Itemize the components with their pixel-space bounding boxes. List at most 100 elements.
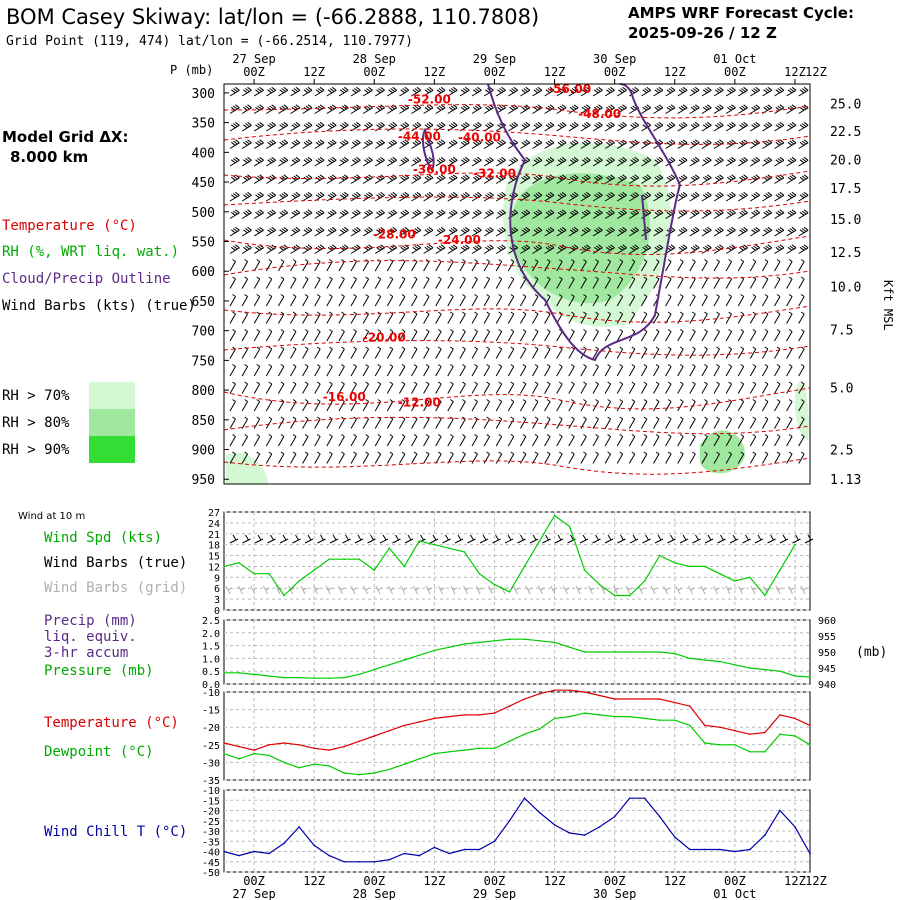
- wind-barb-feather: [678, 121, 688, 129]
- wind-barb: [290, 212, 301, 219]
- wind-barb-feather: [376, 139, 385, 146]
- wind-barb-feather: [450, 399, 454, 402]
- temperature-line-point: [704, 724, 706, 727]
- wind-barb: [544, 331, 551, 342]
- wind-barb: [423, 313, 430, 324]
- wind-barb: [253, 107, 264, 114]
- wind-barb-feather: [557, 209, 567, 216]
- wind-barb-feather: [376, 156, 385, 164]
- wind-barb-feather: [255, 121, 264, 129]
- wind-barb-feather: [498, 329, 502, 332]
- wind-barb-feather: [231, 86, 240, 94]
- wind-barb-feather: [704, 259, 708, 262]
- wind-barb-feather: [751, 104, 760, 111]
- wind-speed-line-point: [689, 565, 691, 568]
- wind-barb-feather: [474, 294, 478, 297]
- wind-barb-feather: [498, 294, 502, 297]
- wind-barb-feather: [728, 329, 732, 332]
- wind-barb-feather: [752, 259, 757, 262]
- wind-barb-feather: [740, 434, 744, 437]
- dewpoint-line-point: [223, 752, 225, 755]
- wind-barb: [399, 177, 410, 184]
- temp-contour-label: -20.00: [363, 330, 406, 344]
- wind-barb: [580, 296, 587, 307]
- wind-barb: [544, 453, 551, 464]
- wind-barb: [556, 436, 563, 447]
- wind-barb: [640, 296, 648, 307]
- wind-barb: [253, 348, 261, 359]
- wind-barb-feather: [268, 416, 273, 420]
- bottom-hour-label: 12Z: [424, 874, 446, 888]
- wind-barb-feather: [460, 244, 470, 251]
- wind-barb-feather: [522, 294, 527, 297]
- wind-speed-line-point: [328, 558, 331, 560]
- wind-barb: [798, 194, 809, 202]
- wind-barb: [628, 453, 636, 464]
- wind-barb: [798, 278, 805, 289]
- wind-barb: [653, 418, 660, 429]
- wind-barb-feather: [679, 434, 684, 437]
- wind-barb: [386, 418, 394, 429]
- wind-barb-feather: [401, 276, 406, 280]
- wind-barb-feather: [654, 191, 664, 199]
- wind-barb-feather: [509, 121, 518, 129]
- wind-barb-feather: [569, 191, 579, 199]
- wind-barb: [653, 278, 660, 289]
- wind-barb-feather: [401, 381, 406, 385]
- wind-barb-feather: [595, 416, 599, 420]
- top-date-label: 27 Sep: [232, 52, 275, 66]
- wind-barb: [508, 124, 518, 132]
- wind-barb-feather: [365, 276, 369, 280]
- wind-barb-feather: [413, 346, 418, 350]
- wind-barb: [326, 212, 337, 219]
- wind-speed-line-point: [298, 580, 300, 582]
- wind-barb-feather: [787, 156, 797, 164]
- wind-barb: [387, 107, 397, 114]
- wind-barb-feather: [716, 346, 720, 350]
- wind-barb: [774, 436, 781, 447]
- wind-barb: [302, 453, 309, 464]
- wind-barb-feather: [569, 156, 579, 164]
- wind-barb: [641, 89, 652, 97]
- wind-barb-feather: [304, 381, 309, 385]
- surface-barb-true: [479, 534, 489, 544]
- wind-barb: [568, 159, 579, 167]
- wind-barb-feather: [364, 226, 373, 234]
- wind-barb: [737, 159, 748, 167]
- wind-barb: [423, 247, 434, 254]
- wind-barb-feather: [365, 329, 369, 332]
- dewpoint-line-point: [553, 717, 556, 720]
- wind-barb-feather: [389, 364, 394, 367]
- wind-barb: [750, 124, 760, 132]
- wind-barb-feather: [751, 174, 760, 181]
- wind-barb: [737, 89, 748, 97]
- wind-barb: [253, 212, 264, 219]
- wind-barb-feather: [267, 156, 276, 164]
- wind-barb: [629, 212, 639, 219]
- wind-barb-feather: [643, 364, 648, 367]
- wind-barb: [338, 296, 345, 307]
- wind-barb: [241, 436, 249, 447]
- wind-barb: [761, 261, 769, 272]
- wind-barb-feather: [607, 416, 611, 420]
- wind-barb-feather: [666, 139, 676, 146]
- wind-barb-feather: [799, 104, 809, 111]
- wind-barb: [423, 436, 430, 447]
- wind-barb: [507, 453, 515, 464]
- wind-barb: [386, 261, 394, 272]
- wind-barb-feather: [775, 156, 785, 164]
- wind-barb-feather: [280, 364, 285, 367]
- wind-barb: [362, 453, 370, 464]
- wind-barb: [507, 296, 515, 307]
- wind-barb-feather: [460, 209, 470, 216]
- wind-barb-feather: [316, 329, 321, 332]
- wind-barb: [519, 331, 527, 342]
- wind-barb-feather: [291, 174, 301, 181]
- wind-chill-line-point: [328, 854, 331, 857]
- wind-barb: [556, 401, 563, 412]
- wind-barb-feather: [329, 364, 333, 367]
- wind-chill-line-point: [358, 861, 361, 863]
- wind-barb: [241, 278, 249, 289]
- wind-barb-feather: [232, 416, 236, 420]
- cloud-outline: [422, 127, 435, 172]
